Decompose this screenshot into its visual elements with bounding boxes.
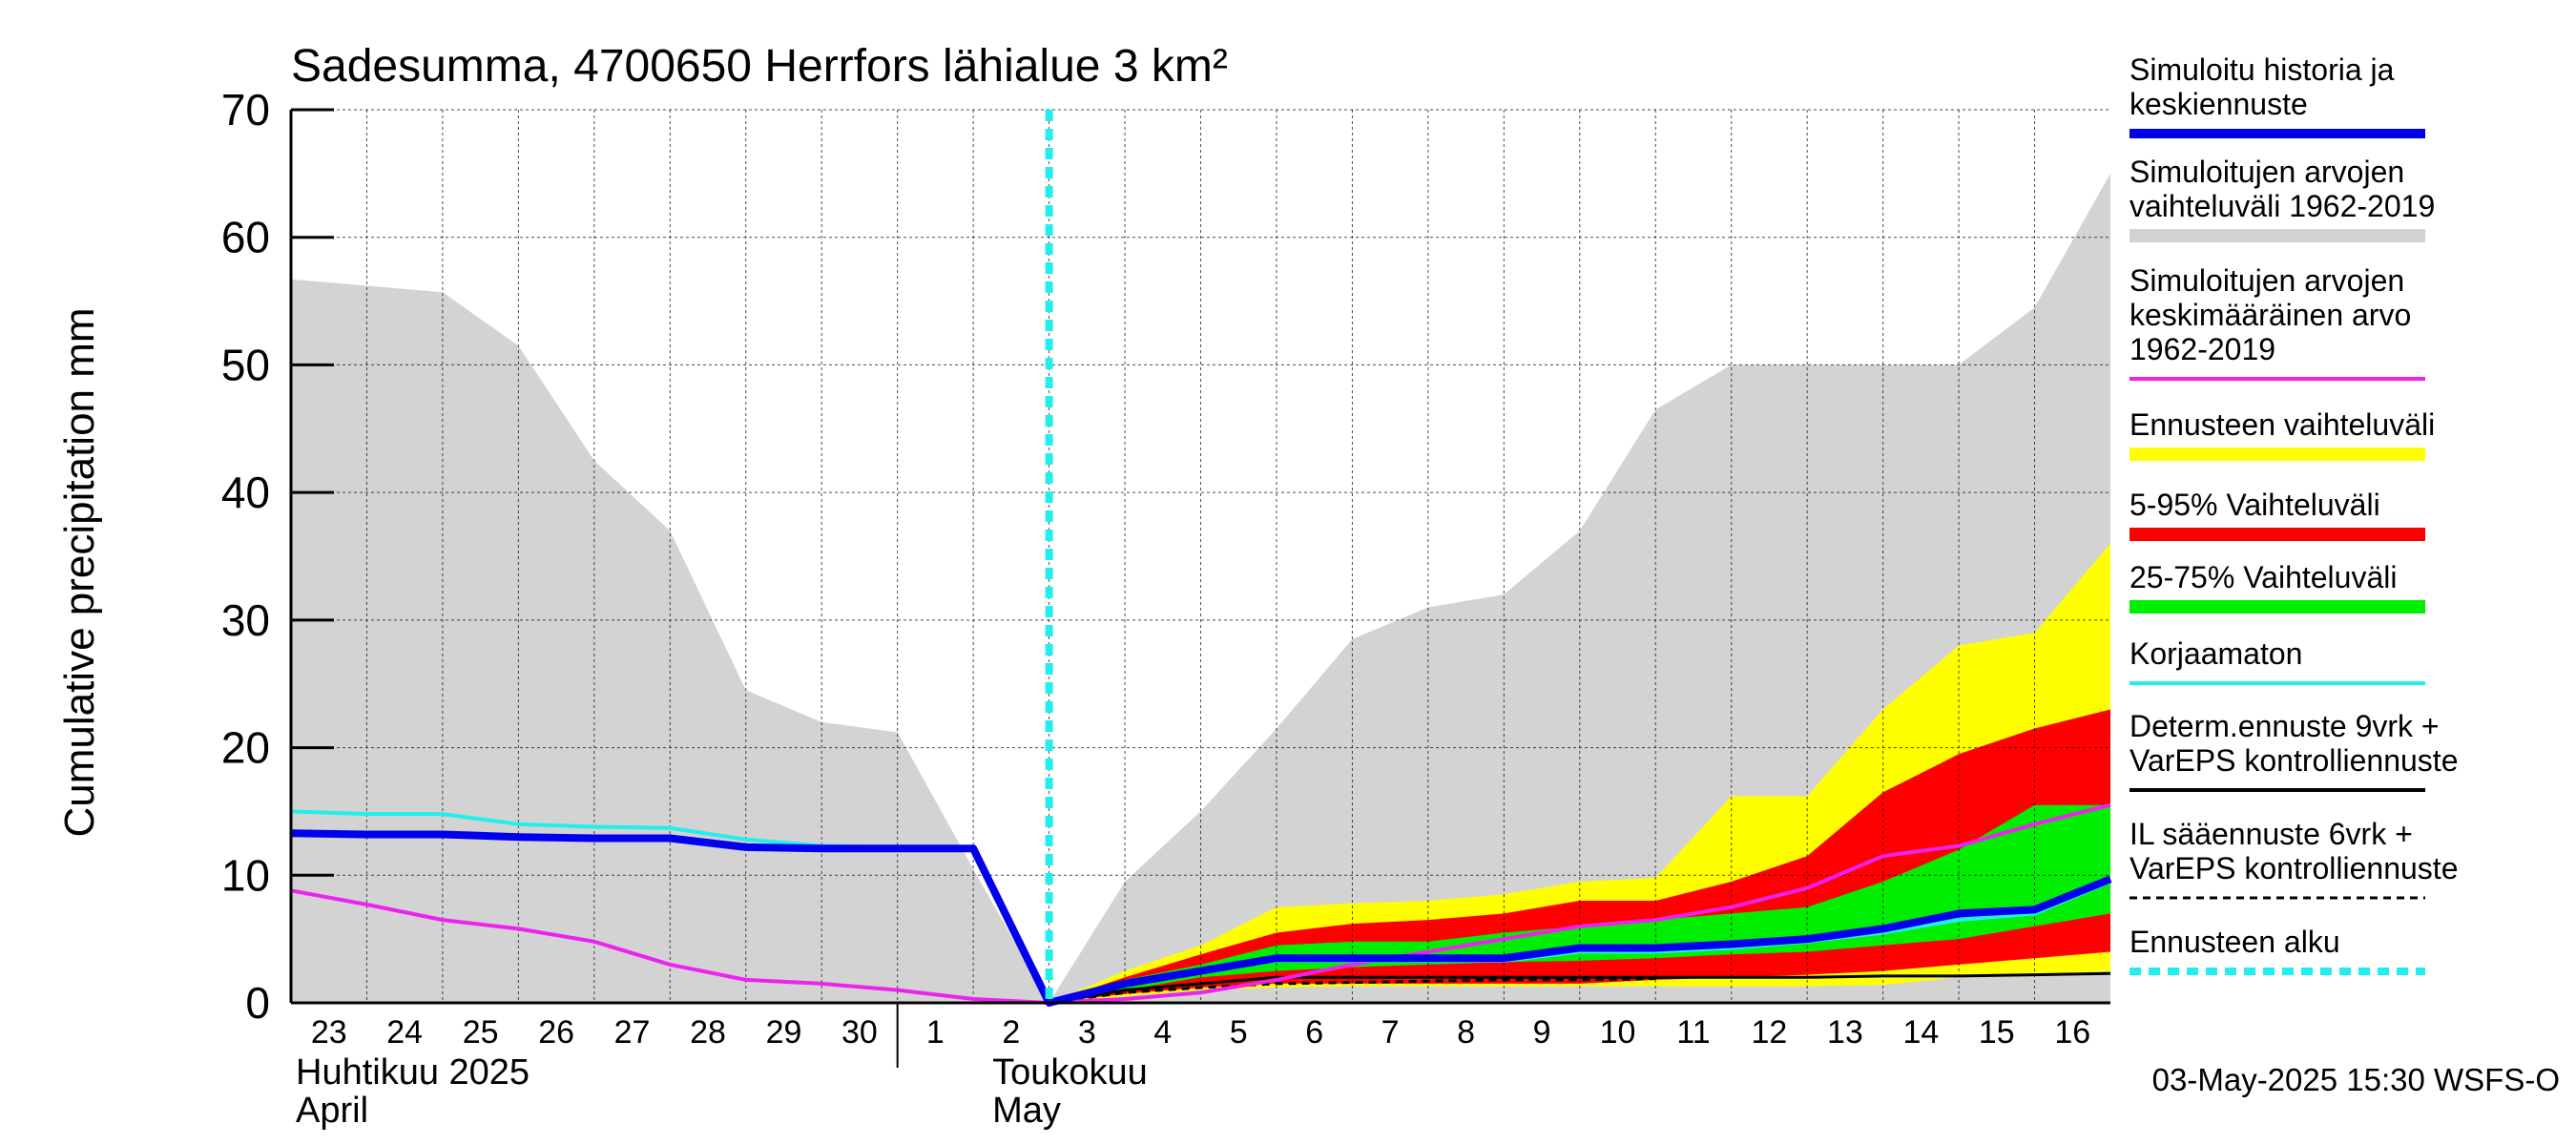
x-tick-label: 12 [1752,1014,1788,1051]
x-tick-label: 1 [926,1014,945,1051]
legend-label: Ennusteen vaihteluväli [2129,407,2435,442]
footer-timestamp: 03-May-2025 15:30 WSFS-O [2152,1062,2560,1097]
legend-label: Korjaamaton [2129,636,2302,671]
x-tick-label: 10 [1600,1014,1636,1051]
y-tick-label: 30 [221,595,270,645]
x-tick-label: 15 [1979,1014,2015,1051]
x-tick-label: 24 [386,1014,423,1051]
x-tick-label: 13 [1827,1014,1863,1051]
legend-label: keskiennuste [2129,87,2308,121]
historical-range-band [291,173,2110,1003]
x-tick-label: 8 [1457,1014,1475,1051]
month-label-primary: Toukokuu [992,1052,1148,1093]
legend-label: 25-75% Vaihteluväli [2129,560,2397,594]
legend-label: Ennusteen alku [2129,925,2340,959]
x-tick-label: 3 [1078,1014,1096,1051]
month-label-secondary: May [992,1091,1061,1131]
historical-range-layer [291,173,2110,1003]
y-tick-label: 20 [221,723,270,773]
x-tick-label: 29 [766,1014,802,1051]
legend-label: 1962-2019 [2129,332,2275,366]
legend-label: keskimääräinen arvo [2129,298,2411,332]
y-tick-label: 40 [221,468,270,517]
determ-forecast-line [1049,971,2111,1005]
x-tick-label: 11 [1676,1014,1710,1051]
mean-forecast-line [290,829,2112,1007]
x-tick-label: 4 [1153,1014,1172,1051]
month-label-primary: Huhtikuu 2025 [296,1052,530,1093]
legend-label: 5-95% Vaihteluväli [2129,488,2380,522]
legend-label: VarEPS kontrolliennuste [2129,851,2458,885]
x-tick-label: 14 [1902,1014,1939,1051]
x-tick-label: 16 [2054,1014,2090,1051]
x-tick-label: 9 [1533,1014,1551,1051]
chart-title: Sadesumma, 4700650 Herrfors lähialue 3 k… [291,41,1228,92]
grid-layer [291,109,2110,1003]
legend-label: vaihteluväli 1962-2019 [2129,189,2435,223]
x-tick-label: 28 [690,1014,726,1051]
y-tick-label: 0 [245,978,270,1028]
forecast-bands-layer [1049,543,2110,1003]
x-tick-label: 25 [463,1014,499,1051]
historical-mean-line [290,802,2111,1006]
y-axis-label: Cumulative precipitation mm [56,307,103,837]
legend-label: VarEPS kontrolliennuste [2129,743,2458,778]
forecast-25-75-band [1049,804,2110,1003]
legend-label: Simuloitu historia ja [2129,52,2395,87]
y-tick-label: 60 [221,213,270,262]
y-tick-label: 10 [221,850,270,900]
x-tick-label: 5 [1230,1014,1248,1051]
legend-label: Simuloitujen arvojen [2129,155,2404,189]
y-tick-label: 50 [221,340,270,389]
month-label-secondary: April [296,1091,368,1131]
x-tick-label: 2 [1002,1014,1020,1051]
legend-label: IL sääennuste 6vrk + [2129,817,2413,851]
series-lines-layer [290,110,2112,1007]
x-tick-label: 7 [1381,1014,1400,1051]
legend-label: Determ.ennuste 9vrk + [2129,709,2440,743]
x-tick-label: 23 [311,1014,347,1051]
x-tick-label: 6 [1305,1014,1323,1051]
x-tick-label: 26 [538,1014,574,1051]
x-tick-label: 30 [841,1014,878,1051]
x-tick-label: 27 [614,1014,651,1051]
legend-label: Simuloitujen arvojen [2129,263,2404,298]
y-tick-label: 70 [221,85,270,135]
